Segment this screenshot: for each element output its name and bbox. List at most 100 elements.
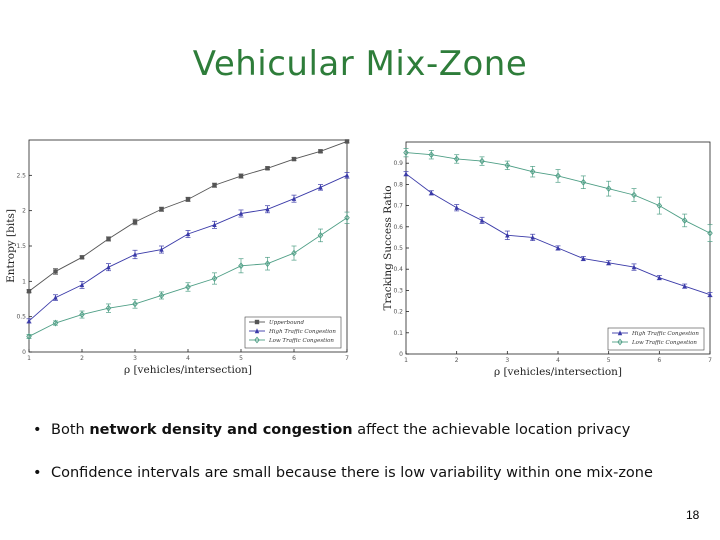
data-point (656, 202, 663, 210)
data-point (26, 318, 32, 324)
bullet-dot: • (33, 465, 42, 481)
y-axis-label: Entropy [bits] (5, 209, 17, 283)
data-point (79, 282, 85, 288)
data-point (344, 139, 350, 144)
data-point (185, 231, 191, 237)
data-point (657, 274, 662, 280)
series-low-traffic-congestion (26, 211, 350, 340)
y-tick-label: 0.9 (393, 160, 403, 167)
data-point (631, 264, 637, 270)
data-point (682, 283, 687, 289)
x-tick-label: 6 (657, 357, 661, 364)
data-point (238, 262, 244, 270)
x-tick-label: 5 (239, 355, 243, 362)
data-point (26, 333, 32, 340)
data-point (318, 149, 323, 154)
bullet-text-pre: Both (51, 422, 90, 438)
data-point (403, 149, 409, 157)
series-upperbound (26, 139, 350, 294)
data-point (581, 255, 586, 261)
x-tick-label: 5 (607, 357, 611, 364)
y-tick-label: 2.5 (16, 172, 26, 179)
data-point (212, 183, 217, 188)
data-point (158, 292, 165, 299)
legend-marker (254, 319, 260, 325)
legend-marker (254, 328, 260, 334)
data-point (317, 231, 324, 239)
y-tick-label: 0.8 (393, 181, 403, 188)
data-point (106, 264, 111, 270)
data-point (504, 161, 511, 169)
slide-title: Vehicular Mix-Zone (192, 44, 528, 84)
data-point (132, 219, 138, 225)
legend-label: High Traffic Congestion (631, 331, 699, 337)
x-tick-label: 3 (505, 357, 509, 364)
y-tick-label: 0.2 (393, 309, 403, 316)
data-point (291, 249, 297, 257)
data-point (403, 171, 409, 176)
data-point (344, 214, 350, 222)
data-point (26, 289, 32, 294)
data-point (453, 155, 460, 163)
x-tick-label: 4 (556, 357, 560, 364)
data-point (185, 283, 191, 291)
data-point (79, 255, 85, 260)
x-tick-label: 6 (292, 355, 296, 362)
series-low-traffic-congestion (403, 148, 713, 242)
entropy-chart: 1 2 3 4 5 6 7 0 0.5 1 1.5 2 2.5 ρ [vehicles/intersect… (5, 139, 350, 376)
y-tick-label: 0.5 (393, 245, 403, 252)
y-tick-label: 0.3 (393, 287, 403, 294)
data-point (132, 300, 138, 308)
data-point (79, 311, 85, 318)
bullet-text-post: affect the achievable location privacy (352, 422, 631, 438)
data-point (264, 260, 271, 268)
data-point (212, 222, 217, 227)
data-point (159, 246, 164, 252)
data-point (238, 210, 244, 216)
x-tick-label: 7 (345, 355, 349, 362)
y-tick-label: 0.5 (16, 314, 26, 321)
page-number: 18 (686, 508, 700, 522)
bullet-confidence-intervals: • Confidence intervals are small because … (33, 464, 653, 482)
legend-marker (617, 330, 623, 336)
data-point (265, 206, 270, 212)
y-tick-label: 0 (399, 351, 403, 358)
y-tick-label: 0 (22, 349, 26, 356)
legend-marker (617, 338, 623, 346)
data-point (681, 217, 688, 224)
data-point (555, 172, 561, 180)
data-point (53, 294, 58, 300)
data-point (238, 173, 244, 179)
y-tick-label: 2 (22, 208, 26, 215)
y-tick-label: 1 (22, 278, 26, 285)
y-tick-label: 0.6 (393, 224, 403, 231)
data-point (132, 251, 138, 257)
data-point (429, 190, 434, 196)
data-point (185, 197, 191, 202)
bullet-dot: • (33, 422, 42, 438)
legend-label: Low Traffic Congestion (268, 338, 334, 344)
x-tick-label: 2 (80, 355, 84, 362)
x-axis-label: ρ [vehicles/intersection] (124, 364, 252, 376)
x-tick-label: 3 (133, 355, 137, 362)
data-point (580, 178, 587, 186)
data-point (454, 205, 459, 210)
data-point (318, 184, 323, 190)
legend-label: High Traffic Congestion (268, 329, 336, 335)
bullet-text-bold: network density and congestion (89, 422, 353, 438)
data-point (631, 191, 637, 199)
series-line (405, 152, 711, 234)
y-axis-label: Tracking Success Ratio (382, 185, 394, 310)
x-tick-label: 7 (708, 357, 712, 364)
bullet-network-density: • Both network density and congestion aff… (33, 421, 630, 439)
data-point (555, 245, 561, 251)
y-tick-label: 0.4 (393, 266, 403, 273)
legend-marker (254, 336, 260, 344)
x-axis-label: ρ [vehicles/intersection] (494, 366, 622, 378)
series-high-traffic-congestion (403, 171, 713, 298)
x-tick-label: 4 (186, 355, 190, 362)
data-point (606, 260, 611, 266)
data-point (530, 234, 535, 240)
data-point (428, 151, 435, 159)
data-point (291, 156, 297, 162)
